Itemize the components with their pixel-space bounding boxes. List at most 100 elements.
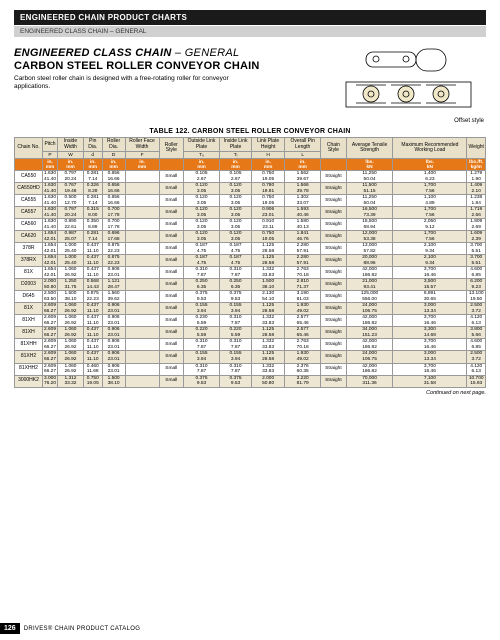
- cell-F: [125, 255, 159, 267]
- u-9: in.mm: [252, 159, 285, 171]
- cell-workload: 3,00013.34: [393, 351, 467, 363]
- cell-h: 0.75019.05: [252, 231, 285, 243]
- cell-pitch: 2.60966.27: [43, 303, 58, 315]
- cell-workload: 1,1004.89: [393, 195, 467, 207]
- cell-F: [125, 207, 159, 219]
- th-pitch: Pitch: [43, 138, 58, 152]
- chain-diagram: [336, 47, 486, 117]
- cell-weight: 1.7192.56: [467, 207, 486, 219]
- th-workload: Maximum Recommended Working Load: [393, 138, 467, 159]
- cell-tensile: 15,50068.94: [346, 219, 393, 231]
- cell-h: 1.33233.83: [252, 339, 285, 351]
- cell-w: 1.06026.92: [58, 363, 84, 375]
- cell-chain-no: 81XH2: [15, 351, 43, 363]
- cell-chain-no: D2003: [15, 279, 43, 291]
- cell-h: 1.33233.83: [252, 363, 285, 375]
- cell-chain-style: Straight: [321, 363, 347, 375]
- table-row: CA550HD1.63041.400.76719.480.3268.280.65…: [15, 183, 486, 195]
- cell-workload: 3,30014.68: [393, 327, 467, 339]
- table-row: 81XH2.60966.271.06026.920.43711.100.9062…: [15, 315, 486, 327]
- cell-pitch: 2.60966.27: [43, 339, 58, 351]
- cell-ti: 0.1553.94: [220, 351, 252, 363]
- table-row: 81XH22.60966.271.06026.920.43711.100.906…: [15, 351, 486, 363]
- cell-pitch: 2.60966.27: [43, 351, 58, 363]
- cell-d: 0.43711.10: [83, 327, 102, 339]
- cell-to: 0.3759.53: [184, 375, 220, 387]
- cell-chain-style: Straight: [321, 315, 347, 327]
- cell-chain-style: Straight: [321, 375, 347, 387]
- cell-F: [125, 303, 159, 315]
- cell-h: 0.91023.11: [252, 219, 285, 231]
- cell-workload: 1,7007.56: [393, 207, 467, 219]
- cell-chain-no: D645: [15, 291, 43, 303]
- cell-weight: 1.2381.84: [467, 195, 486, 207]
- cell-h: 1.33233.83: [252, 267, 285, 279]
- cell-pitch: 2.60966.27: [43, 315, 58, 327]
- cell-chain-style: Straight: [321, 267, 347, 279]
- cell-F: [125, 363, 159, 375]
- continued-label: Continued on next page.: [14, 390, 486, 396]
- cell-roller-style: Small: [159, 327, 183, 339]
- cell-tensile: 16,50073.39: [346, 207, 393, 219]
- title-line-1a: ENGINEERED CLASS CHAIN: [14, 47, 172, 59]
- cell-ti: 0.1052.67: [220, 171, 252, 183]
- cell-chain-no: CA560: [15, 219, 43, 231]
- cell-chain-style: Straight: [321, 219, 347, 231]
- cell-L: 2.76370.18: [285, 267, 321, 279]
- cell-weight: 13.10019.50: [467, 291, 486, 303]
- cell-pitch: 1.63041.40: [43, 183, 58, 195]
- table-row: 378RX1.65442.011.00025.400.43711.100.875…: [15, 255, 486, 267]
- cell-w: 1.06026.92: [58, 339, 84, 351]
- table-row: 81X1.65442.011.06026.920.43711.100.90623…: [15, 267, 486, 279]
- cell-tensile: 34,000151.23: [346, 327, 393, 339]
- cell-h: 1.12528.58: [252, 327, 285, 339]
- cell-weight: 4.6006.85: [467, 267, 486, 279]
- cell-chain-no: CA557: [15, 207, 43, 219]
- cell-workload: 6,89130.65: [393, 291, 467, 303]
- sym-D2: D: [102, 152, 125, 159]
- cell-ti: 0.2506.35: [220, 279, 252, 291]
- u-blank1: [159, 159, 183, 171]
- cell-ti: 0.3759.53: [220, 291, 252, 303]
- cell-D: 0.90623.01: [102, 267, 125, 279]
- table-row: 81XHH2.60966.271.06026.920.43711.100.906…: [15, 339, 486, 351]
- cell-d: 0.2817.14: [83, 231, 102, 243]
- cell-h: 0.75019.05: [252, 171, 285, 183]
- cell-chain-no: 81X: [15, 303, 43, 315]
- cell-chain-no: 81XH: [15, 327, 43, 339]
- table-row: D20032.00050.801.25031.750.56814.431.121…: [15, 279, 486, 291]
- cell-pitch: 1.63041.40: [43, 207, 58, 219]
- u-3: in.mm: [83, 159, 102, 171]
- cell-h: 0.90623.01: [252, 207, 285, 219]
- cell-weight: 2.5003.72: [467, 351, 486, 363]
- cell-weight: 6.2009.23: [467, 279, 486, 291]
- cell-chain-style: Straight: [321, 243, 347, 255]
- cell-L: 2.57765.46: [285, 327, 321, 339]
- cell-roller-style: Small: [159, 195, 183, 207]
- cell-weight: 1.6092.39: [467, 231, 486, 243]
- cell-w: 1.50038.10: [58, 291, 84, 303]
- u-blank0: [15, 159, 43, 171]
- cell-chain-style: Straight: [321, 255, 347, 267]
- cell-tensile: 11,25050.04: [346, 195, 393, 207]
- cell-to: 0.1553.94: [184, 303, 220, 315]
- cell-roller-style: Small: [159, 363, 183, 375]
- cell-L: 1.59340.46: [285, 207, 321, 219]
- table-title: TABLE 122. CARBON STEEL ROLLER CONVEYOR …: [14, 128, 486, 135]
- sym-f: F: [125, 152, 159, 159]
- page-number: 126: [0, 623, 20, 634]
- cell-weight: 2.5003.72: [467, 303, 486, 315]
- cell-chain-no: CA620: [15, 231, 43, 243]
- cell-to: 0.1874.75: [184, 243, 220, 255]
- cell-chain-no: CA555: [15, 195, 43, 207]
- header-black-bar: ENGINEERED CHAIN PRODUCT CHARTS: [14, 10, 486, 25]
- cell-weight: 4.1206.13: [467, 315, 486, 327]
- cell-ti: 0.1203.05: [220, 183, 252, 195]
- cell-d: 0.46011.68: [83, 363, 102, 375]
- th-roller-style: Roller Style: [159, 138, 183, 159]
- cell-to: 0.3107.87: [184, 267, 220, 279]
- th-tensile: Average Tensile Strength: [346, 138, 393, 159]
- cell-chain-no: 378RX: [15, 255, 43, 267]
- cell-chain-no: 81X: [15, 267, 43, 279]
- cell-roller-style: Small: [159, 303, 183, 315]
